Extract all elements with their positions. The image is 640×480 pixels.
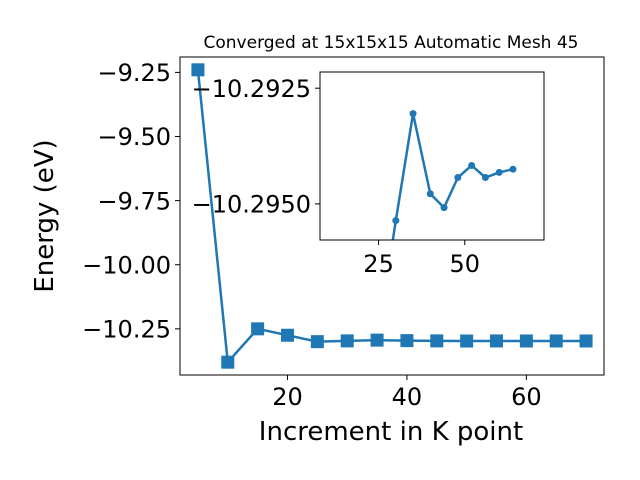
main-chart-y-tick-label: −9.75: [97, 187, 171, 215]
main-chart-y-tick-label: −9.25: [97, 59, 171, 87]
main-chart-data-point: [370, 333, 384, 347]
main-chart-frame: [179, 56, 605, 376]
inset-chart-y-tick-label: −10.2950: [192, 191, 311, 219]
inset-chart-data-point: [426, 190, 434, 198]
inset-chart-background: [320, 72, 544, 240]
inset-chart-data-point: [454, 174, 462, 182]
main-chart-x-tick-label: 20: [272, 383, 303, 411]
inset-chart-data-point: [468, 161, 476, 169]
main-chart-y-ticks: −9.25 −9.50 −9.75 −10.00 −10.25: [82, 59, 180, 343]
inset-chart-data-point: [440, 204, 448, 212]
main-chart-x-tick-label: 40: [392, 383, 423, 411]
inset-chart-data-point: [509, 165, 517, 173]
inset-chart-y-tick-label: −10.2925: [192, 75, 311, 103]
inset-chart-x-ticks: 25 50: [363, 240, 480, 278]
main-chart-data-point: [430, 334, 444, 348]
main-chart-data-point: [191, 63, 205, 77]
main-chart: Converged at 15x15x15 Automatic Mesh 45 …: [30, 33, 605, 447]
main-chart-data-point: [519, 334, 533, 348]
inset-chart: 25 50 −10.2950 −10.2925: [192, 71, 545, 278]
main-chart-title: Converged at 15x15x15 Automatic Mesh 45: [204, 33, 579, 53]
inset-chart-x-tick-label: 50: [449, 250, 480, 278]
inset-chart-marks: [391, 110, 517, 240]
inset-chart-data-point: [392, 217, 400, 225]
inset-chart-series-line: [391, 112, 514, 240]
main-chart-x-tick-label: 60: [511, 383, 542, 411]
inset-chart-y-ticks: −10.2950 −10.2925: [192, 75, 320, 219]
main-chart-y-axis-label: Energy (eV): [30, 139, 60, 292]
main-chart-data-point: [549, 334, 563, 348]
main-chart-data-point: [579, 334, 593, 348]
main-chart-data-point: [490, 334, 504, 348]
main-chart-y-tick-label: −10.25: [82, 315, 171, 343]
inset-chart-data-point: [481, 174, 489, 182]
main-chart-data-point: [280, 328, 294, 342]
main-chart-data-point: [251, 322, 265, 336]
main-chart-data-point: [340, 334, 354, 348]
main-chart-data-point: [460, 334, 474, 348]
main-chart-data-point: [221, 355, 235, 369]
inset-chart-data-point: [495, 168, 503, 176]
main-chart-x-axis-label: Increment in K point: [259, 417, 523, 447]
main-chart-x-ticks: 20 40 60: [272, 375, 542, 411]
inset-chart-frame: [319, 71, 545, 241]
inset-chart-x-tick-label: 25: [363, 250, 394, 278]
inset-chart-data-point: [409, 110, 417, 118]
main-chart-data-point: [310, 335, 324, 349]
main-chart-data-point: [400, 334, 414, 348]
main-chart-marks: [191, 63, 593, 369]
main-chart-y-tick-label: −9.50: [97, 123, 171, 151]
main-chart-y-tick-label: −10.00: [82, 251, 171, 279]
